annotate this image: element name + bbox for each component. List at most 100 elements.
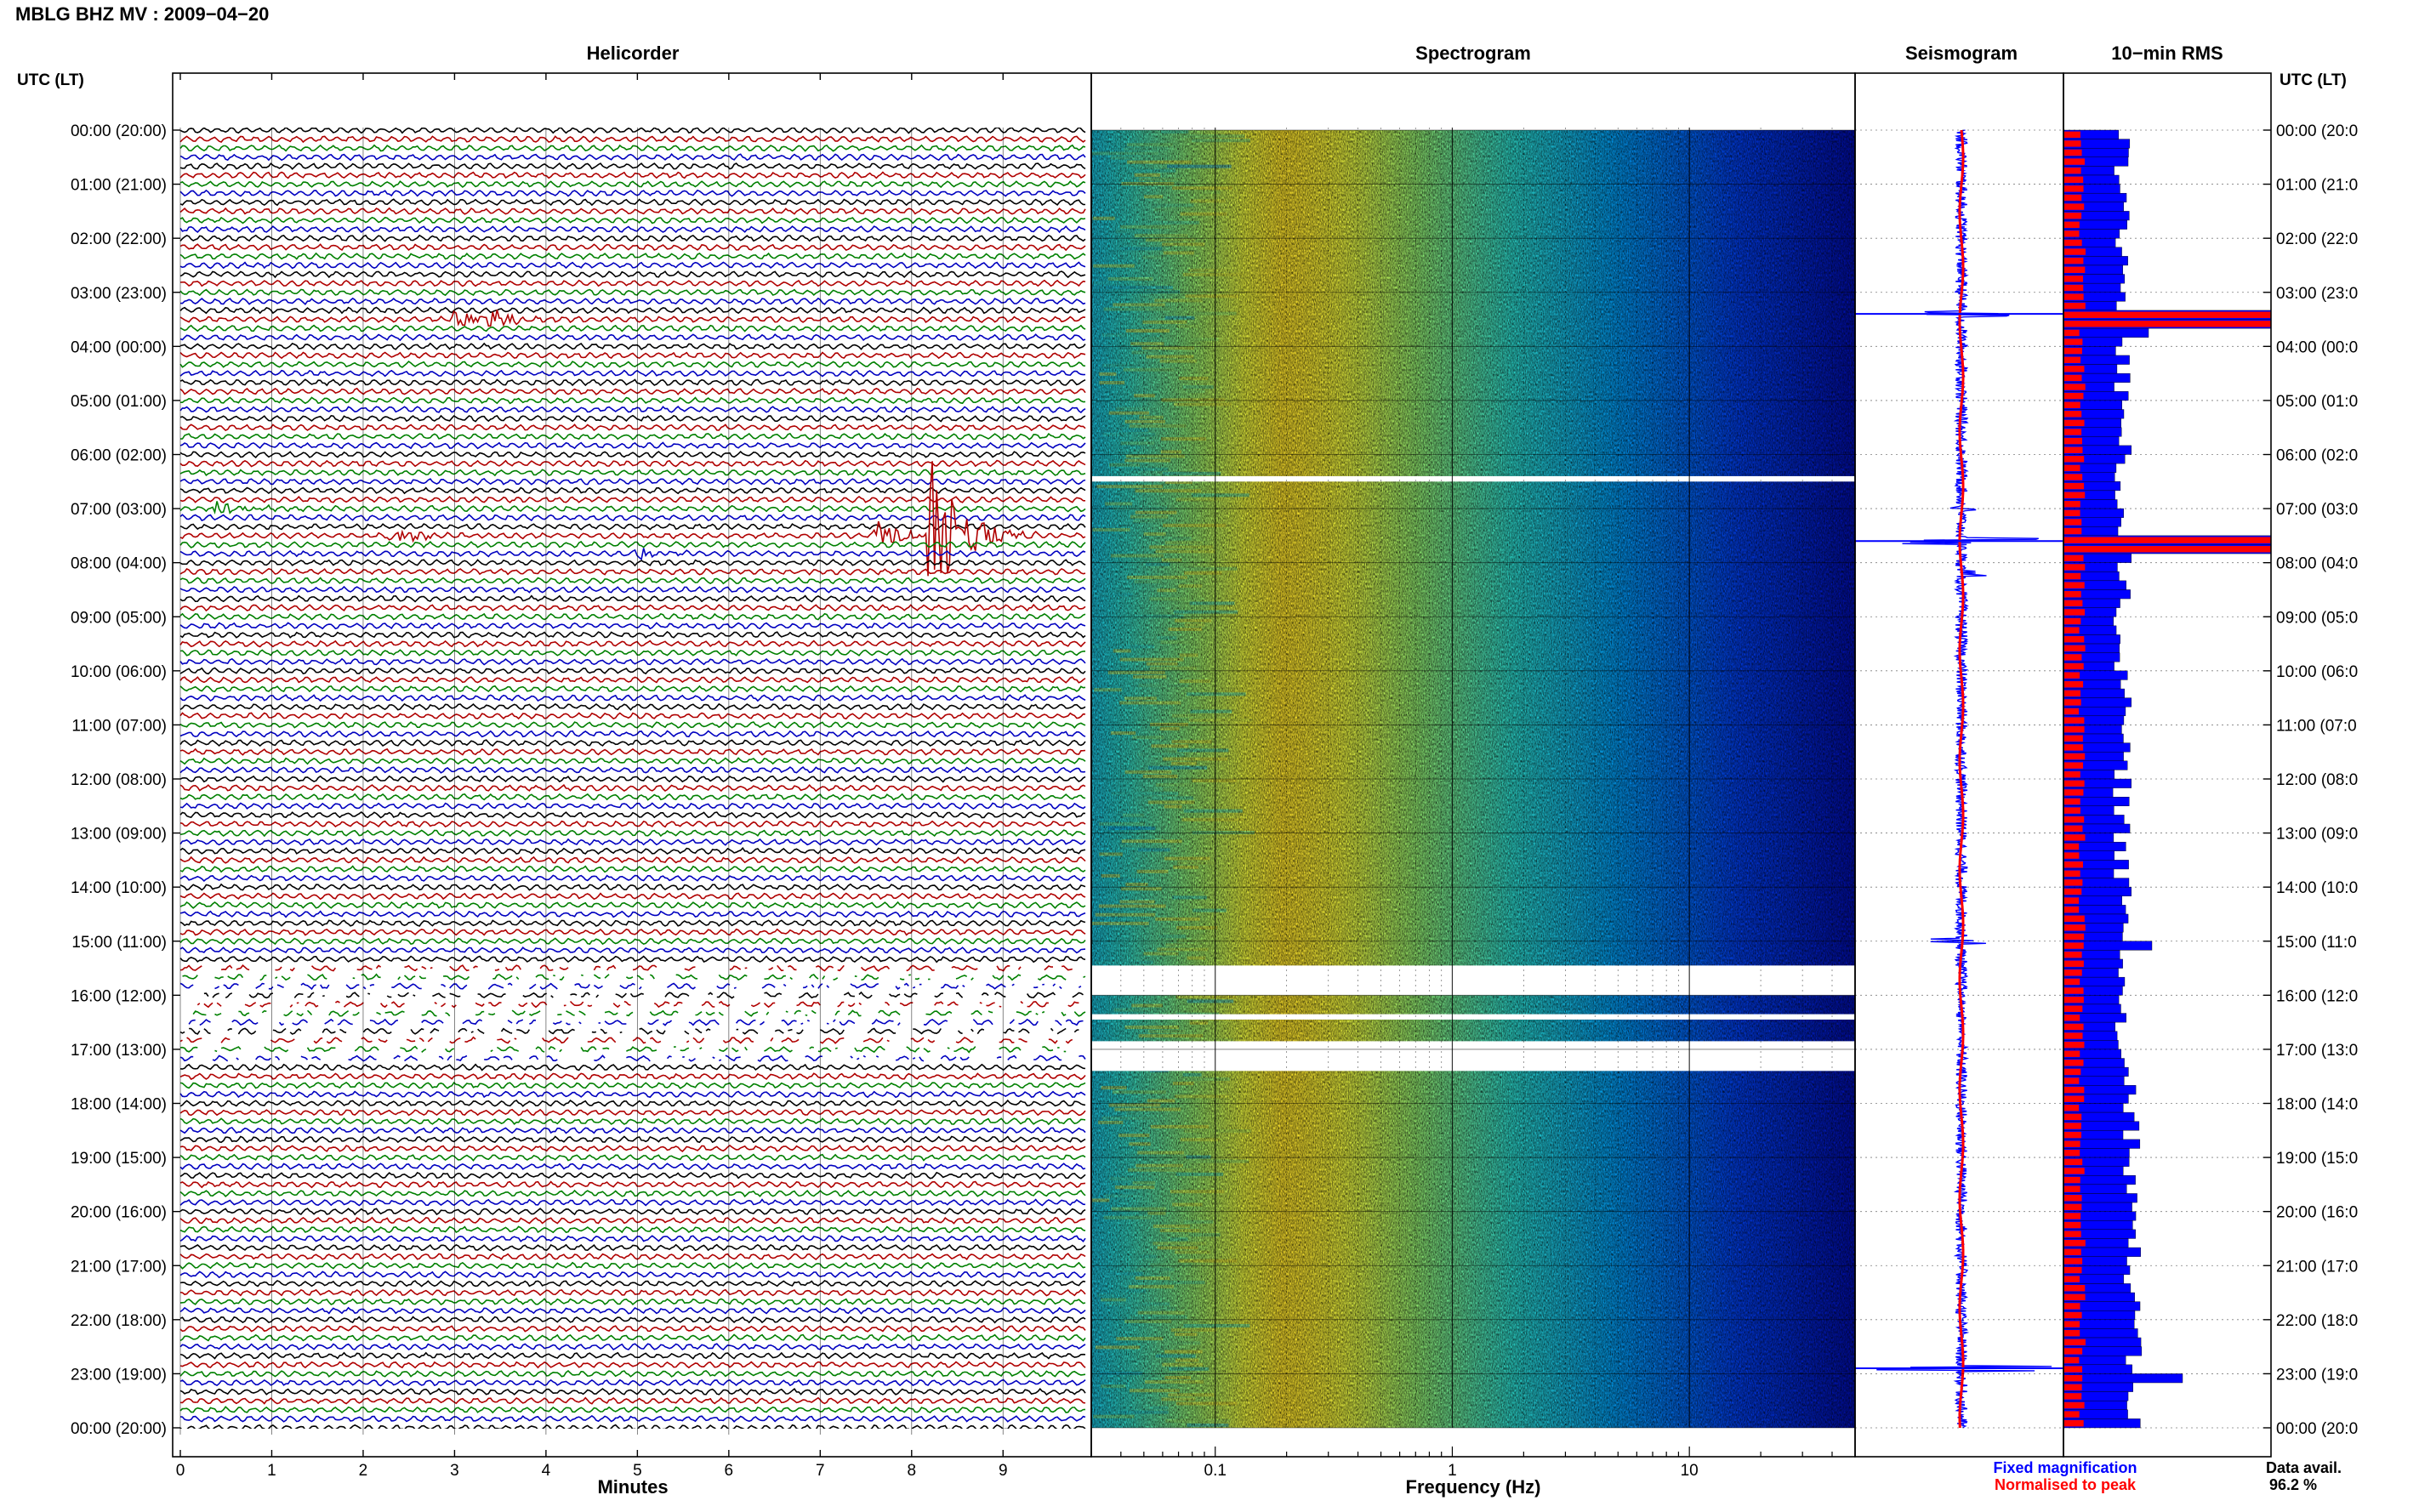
rms-bar-normalised xyxy=(2063,266,2086,273)
helicorder-trace xyxy=(179,548,1086,561)
time-label-left: 05:00 (01:00) xyxy=(71,393,167,411)
rms-bar-normalised xyxy=(2063,572,2081,580)
helicorder-trace xyxy=(179,892,1086,901)
helicorder-trace xyxy=(179,1180,1086,1189)
rms-bar-normalised xyxy=(2063,942,2084,949)
rms-bar-normalised xyxy=(2063,456,2085,463)
rms-bar-normalised xyxy=(2063,149,2082,156)
rms-bar-normalised xyxy=(2063,1015,2080,1021)
rms-bar-normalised xyxy=(2063,1311,2082,1319)
rms-bar-normalised xyxy=(2063,807,2080,814)
minute-tick-label: 7 xyxy=(816,1462,825,1480)
rms-bar-normalised xyxy=(2063,654,2082,661)
helicorder-trace xyxy=(179,1189,1086,1198)
helicorder-trace xyxy=(179,667,1086,675)
helicorder-trace xyxy=(179,342,1086,350)
helicorder-trace xyxy=(179,1036,1073,1044)
helicorder-trace xyxy=(179,612,1086,621)
helicorder-trace xyxy=(179,270,1086,279)
time-label-left: 02:00 (22:00) xyxy=(71,230,167,248)
helicorder-trace xyxy=(203,991,1084,999)
time-label-right: 20:00 (16:0 xyxy=(2276,1204,2358,1222)
helicorder-trace xyxy=(179,423,1086,432)
rms-bar-normalised xyxy=(2063,1321,2080,1327)
rms-bar-normalised xyxy=(2063,617,2081,625)
helicorder-trace xyxy=(179,135,1086,144)
rms-bar-normalised xyxy=(2063,158,2085,165)
time-label-right: 09:00 (05:0 xyxy=(2276,609,2358,627)
helicorder-trace xyxy=(179,928,1086,936)
rms-bar-normalised xyxy=(2063,1023,2084,1031)
rms-bar-normalised xyxy=(2063,203,2085,210)
time-label-right: 06:00 (02:0 xyxy=(2276,447,2358,465)
helicorder-trace xyxy=(179,649,1086,657)
helicorder-trace xyxy=(179,1117,1086,1126)
time-label-left: 07:00 (03:00) xyxy=(71,501,167,519)
rms-bar-normalised xyxy=(2063,735,2083,742)
helicorder-trace xyxy=(179,523,1086,531)
minute-tick-label: 9 xyxy=(999,1462,1008,1480)
helicorder-trace xyxy=(179,1243,1086,1252)
helicorder-trace xyxy=(179,1072,1086,1081)
spectrogram-gap xyxy=(1091,965,1855,996)
helicorder-trace xyxy=(179,461,1086,577)
rms-bar-normalised xyxy=(2063,906,2080,913)
time-label-left: 12:00 (08:00) xyxy=(71,771,167,789)
helicorder-trace xyxy=(179,1280,1086,1287)
seismogram-peak-line xyxy=(1958,129,1965,1428)
helicorder-trace xyxy=(192,1009,1086,1017)
rms-bar-normalised xyxy=(2063,1285,2086,1292)
helicorder-trace xyxy=(179,1387,1086,1396)
rms-bar-normalised xyxy=(2063,1185,2080,1192)
helicorder-trace xyxy=(179,153,1086,162)
helicorder-trace xyxy=(180,396,1086,405)
helicorder-trace xyxy=(179,486,1086,495)
time-label-left: 18:00 (14:00) xyxy=(71,1096,167,1114)
helicorder-trace xyxy=(179,261,1086,270)
helicorder-trace xyxy=(179,1306,1086,1315)
time-label-left: 00:00 (20:00) xyxy=(71,1420,167,1438)
rms-bar-normalised xyxy=(2063,861,2083,868)
rms-bar-normalised xyxy=(2063,699,2081,706)
helicorder-trace xyxy=(179,622,1086,630)
rms-bar-normalised xyxy=(2063,1041,2085,1049)
helicorder-trace xyxy=(179,793,1086,801)
time-label-right: 17:00 (13:0 xyxy=(2276,1042,2358,1060)
minute-tick-label: 6 xyxy=(725,1462,734,1480)
rms-bar-normalised xyxy=(2063,194,2082,202)
helicorder-trace xyxy=(179,1225,1086,1234)
helicorder-trace xyxy=(179,567,1086,576)
rms-bar-normalised xyxy=(2063,1168,2085,1174)
time-label-right: 10:00 (06:0 xyxy=(2276,663,2358,681)
helicorder-trace xyxy=(179,459,1086,468)
rms-bar-normalised xyxy=(2063,1248,2081,1256)
legend-normalised-to-peak: Normalised to peak xyxy=(1995,1476,2137,1493)
rms-bar-normalised xyxy=(2063,419,2085,427)
time-label-right: 23:00 (19:0 xyxy=(2276,1366,2358,1384)
helicorder-trace xyxy=(179,639,1086,648)
rms-bar-normalised xyxy=(2063,564,2086,571)
rms-bar-normalised xyxy=(2063,1276,2080,1282)
helicorder-trace xyxy=(179,1343,1086,1351)
helicorder-trace xyxy=(179,288,1086,297)
rms-bar-normalised xyxy=(2063,1401,2085,1409)
rms-bar-normalised xyxy=(2063,1032,2083,1039)
helicorder-trace xyxy=(179,477,1086,486)
helicorder-trace xyxy=(179,675,1086,684)
helicorder-trace xyxy=(179,1234,1086,1243)
rms-bar-normalised xyxy=(2063,384,2086,390)
rms-bar-normalised xyxy=(2063,501,2080,508)
helicorder-trace xyxy=(179,1063,1086,1071)
helicorder-trace xyxy=(179,252,1086,260)
rms-bar-normalised xyxy=(2063,834,2086,841)
helicorder-trace xyxy=(179,1153,1086,1162)
helicorder-trace xyxy=(179,1261,1086,1270)
helicorder-trace xyxy=(179,1216,1086,1225)
helicorder-trace xyxy=(179,1171,1086,1179)
rms-bar-normalised xyxy=(2063,582,2085,588)
rms-bar-normalised xyxy=(2063,1330,2080,1337)
rms-bar-normalised xyxy=(2063,338,2083,345)
helicorder-trace xyxy=(179,432,1086,441)
seismogram-title: Seismogram xyxy=(1905,43,2018,64)
